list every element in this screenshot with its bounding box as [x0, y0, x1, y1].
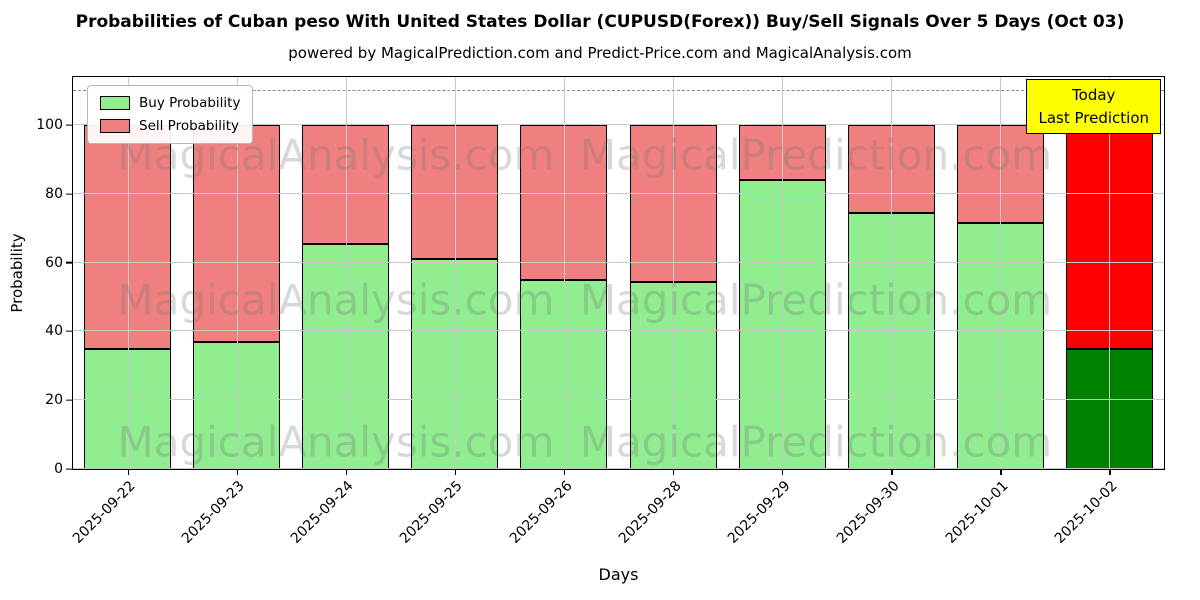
v-gridline [673, 77, 675, 469]
y-tick-mark [66, 193, 73, 195]
x-tick-label: 2025-09-22 [70, 478, 139, 547]
x-tick-mark [1109, 469, 1111, 475]
v-gridline [454, 77, 456, 469]
annotation-line-1: Today [1072, 86, 1116, 104]
y-tick-label: 20 [45, 392, 63, 409]
annotation-line-2: Last Prediction [1038, 108, 1149, 127]
v-gridline [1109, 77, 1111, 469]
legend: Buy Probability Sell Probability [87, 85, 254, 144]
x-tick-label: 2025-09-28 [615, 478, 685, 547]
h-gridline [73, 124, 1164, 126]
h-gridline [73, 399, 1164, 401]
v-gridline [563, 77, 565, 469]
x-tick-label: 2025-10-02 [1051, 478, 1121, 547]
x-tick-mark [127, 469, 129, 475]
v-gridline [1000, 77, 1002, 469]
x-tick-mark [454, 469, 457, 475]
chart-subtitle: powered by MagicalPrediction.com and Pre… [288, 44, 912, 62]
chart-title: Probabilities of Cuban peso With United … [75, 12, 1125, 32]
x-axis-label: Days [598, 565, 639, 584]
x-tick-label: 2025-09-29 [724, 478, 794, 547]
buy-color-swatch [100, 96, 130, 110]
y-tick-mark [66, 330, 73, 333]
y-tick-label: 100 [36, 117, 63, 134]
legend-item-buy: Buy Probability [100, 95, 240, 111]
legend-label-sell: Sell Probability [139, 118, 240, 134]
h-gridline [73, 330, 1164, 332]
y-tick-label: 80 [45, 185, 63, 202]
y-tick-mark [66, 399, 73, 401]
v-gridline [236, 77, 238, 469]
x-tick-mark [782, 469, 784, 475]
y-tick-label: 0 [54, 461, 63, 477]
legend-label-buy: Buy Probability [139, 95, 241, 111]
today-annotation: Today Last Prediction [1026, 79, 1161, 134]
legend-item-sell: Sell Probability [100, 118, 240, 134]
x-tick-mark [1000, 469, 1002, 475]
x-tick-label: 2025-10-01 [942, 478, 1012, 547]
x-tick-mark [345, 469, 348, 475]
h-gridline [73, 261, 1164, 263]
h-gridline [73, 192, 1164, 194]
sell-color-swatch [100, 119, 130, 133]
x-tick-label: 2025-09-25 [397, 478, 467, 547]
x-tick-mark [891, 469, 893, 475]
x-tick-label: 2025-09-26 [506, 478, 576, 547]
x-tick-label: 2025-09-24 [288, 478, 358, 547]
x-tick-mark [673, 469, 675, 475]
x-tick-label: 2025-09-23 [179, 478, 248, 547]
x-tick-label: 2025-09-30 [833, 478, 903, 547]
v-gridline [127, 77, 129, 469]
y-tick-label: 40 [45, 323, 63, 340]
plot-area: MagicalAnalysis.com MagicalAnalysis.com Ma… [8, 76, 1165, 584]
y-axis-label: Probability [8, 233, 26, 313]
y-tick-mark [66, 124, 73, 126]
v-gridline [891, 77, 893, 469]
v-gridline [782, 77, 784, 469]
h-gridline [73, 468, 1164, 469]
x-tick-mark [236, 469, 238, 475]
threshold-dashed-line [73, 89, 1164, 91]
y-tick-label: 60 [45, 254, 63, 271]
y-tick-mark [66, 262, 73, 264]
v-gridline [345, 77, 347, 469]
y-tick-mark [66, 468, 73, 470]
x-tick-mark [563, 469, 566, 475]
